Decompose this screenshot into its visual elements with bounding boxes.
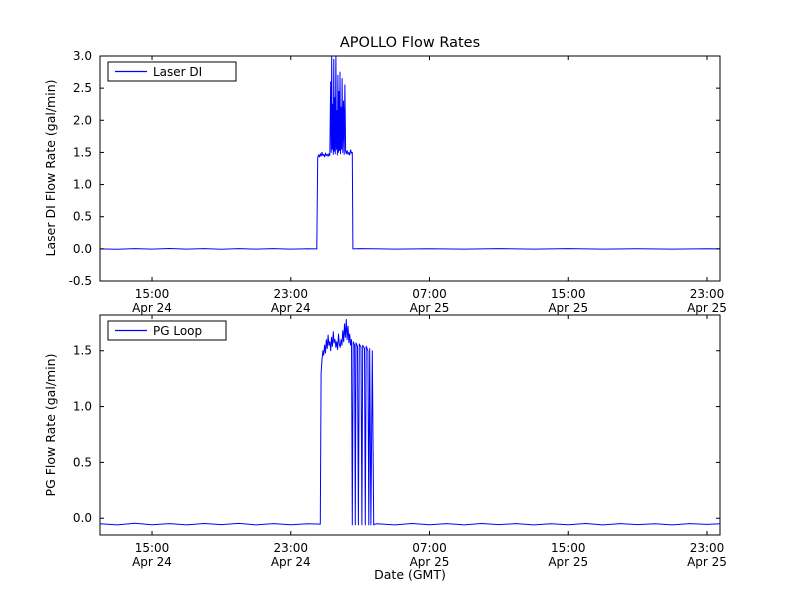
x-axis-label: Date (GMT) [374,567,446,582]
x-tick-label-date: Apr 24 [132,301,172,315]
y-tick-label: 1.0 [73,400,92,414]
y-tick-label: 2.5 [73,81,92,95]
x-tick-label-date: Apr 24 [271,555,311,569]
x-tick-label-date: Apr 24 [271,301,311,315]
x-tick-label-date: Apr 25 [548,301,588,315]
x-tick-label-time: 07:00 [412,541,447,555]
y-tick-label: 2.0 [73,113,92,127]
y-tick-label: 1.5 [73,344,92,358]
x-tick-label-date: Apr 25 [410,301,450,315]
y-tick-label: 1.0 [73,178,92,192]
x-tick-label-date: Apr 24 [132,555,172,569]
plot-frame [99,55,721,282]
x-tick-label-date: Apr 25 [687,301,727,315]
x-tick-label-time: 15:00 [551,287,586,301]
chart-title: APOLLO Flow Rates [340,35,480,51]
legend-box [107,320,227,341]
legend-laser-di: Laser DI [107,61,237,82]
legend-label: PG Loop [153,324,202,338]
x-tick-label-time: 23:00 [690,541,725,555]
x-tick-label-date: Apr 25 [548,555,588,569]
y-tick-label: 0.0 [73,242,92,256]
plot-frame [99,314,721,536]
series-line-pg-loop [100,319,720,526]
y-axis-label-pg: PG Flow Rate (gal/min) [43,354,58,497]
y-tick-label: -0.5 [69,274,92,288]
legend-box [107,61,237,82]
x-tick-label-date: Apr 25 [410,555,450,569]
y-tick-label: 3.0 [73,49,92,63]
y-tick-label: 1.5 [73,145,92,159]
y-tick-label: 0.0 [73,511,92,525]
x-tick-label-time: 15:00 [135,541,170,555]
x-tick-label-date: Apr 25 [687,555,727,569]
x-tick-label-time: 15:00 [551,541,586,555]
y-tick-label: 0.5 [73,455,92,469]
x-tick-label-time: 07:00 [412,287,447,301]
x-tick-label-time: 15:00 [135,287,170,301]
x-tick-label-time: 23:00 [273,287,308,301]
series-line-laser-di [100,56,720,250]
y-tick-label: 0.5 [73,210,92,224]
legend-pg-loop: PG Loop [107,320,227,341]
x-tick-label-time: 23:00 [690,287,725,301]
legend-label: Laser DI [153,65,202,79]
x-tick-label-time: 23:00 [273,541,308,555]
y-axis-label-laser-di: Laser DI Flow Rate (gal/min) [43,80,58,257]
